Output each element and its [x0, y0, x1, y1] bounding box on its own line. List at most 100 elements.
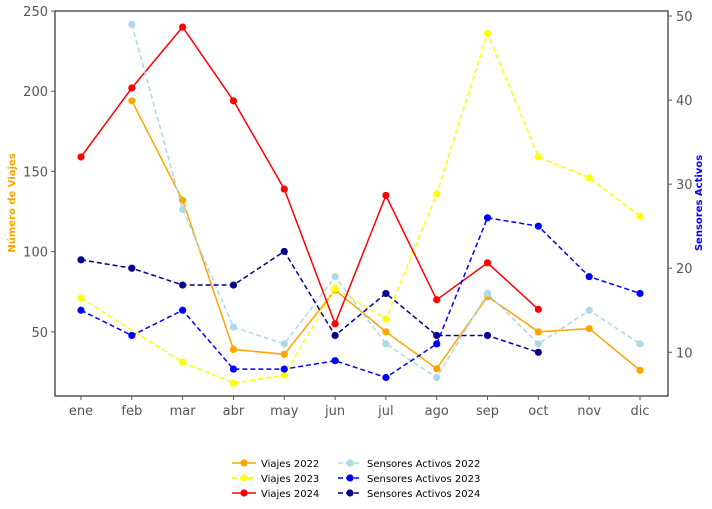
- data-point: [382, 315, 390, 323]
- data-point: [585, 174, 593, 182]
- data-point: [585, 306, 593, 314]
- data-point: [483, 29, 492, 38]
- data-point: [280, 365, 288, 373]
- data-point: [229, 345, 238, 354]
- data-point: [179, 281, 187, 289]
- x-tick-label: may: [270, 404, 299, 419]
- x-tick-label: oct: [528, 404, 548, 419]
- data-point: [331, 331, 339, 340]
- series-viajes-2022: [128, 97, 644, 374]
- data-point: [128, 264, 136, 272]
- data-point: [585, 273, 593, 281]
- series-line: [131, 24, 641, 379]
- data-point: [534, 153, 542, 161]
- legend: Viajes 2022 Viajes 2023 Viajes 2024 Sensore…: [232, 459, 480, 500]
- data-point: [331, 357, 339, 365]
- legend-label: Sensores Activos 2022: [367, 459, 480, 470]
- series-line: [80, 250, 539, 354]
- x-tick-label: ene: [69, 404, 93, 419]
- data-point: [534, 305, 542, 313]
- data-point: [585, 325, 593, 333]
- data-point: [229, 379, 238, 387]
- data-point: [77, 294, 85, 302]
- right-tick-label: 10: [676, 346, 693, 361]
- data-point: [331, 284, 339, 293]
- data-point: [636, 366, 644, 374]
- legend-label: Viajes 2023: [261, 474, 319, 485]
- data-point: [280, 350, 288, 358]
- left-tick-label: 150: [23, 165, 48, 180]
- data-point: [77, 306, 85, 314]
- x-tick-label: mar: [170, 404, 197, 419]
- series-viajes-2024: [77, 23, 542, 328]
- x-tick-label: jun: [324, 404, 345, 419]
- series-sensores-activos-2022: [128, 20, 644, 382]
- data-point: [636, 212, 644, 220]
- left-tick-label: 250: [23, 5, 48, 20]
- data-point: [433, 340, 441, 348]
- data-point: [128, 97, 136, 105]
- legend-swatch-marker: [240, 474, 248, 482]
- x-axis: ene feb mar abr may jun jul ago sep oct nov dic: [69, 396, 650, 419]
- x-tick-label: ago: [425, 404, 449, 419]
- x-tick-label: jul: [377, 404, 393, 419]
- data-point: [179, 358, 187, 366]
- data-point: [483, 259, 492, 267]
- data-point: [128, 331, 136, 340]
- data-point: [483, 289, 492, 298]
- left-axis: 50 100 150 200 250: [23, 5, 55, 341]
- legend-label: Viajes 2022: [261, 459, 319, 470]
- right-axis-label: Sensores Activos: [694, 155, 705, 251]
- data-point: [280, 340, 288, 348]
- data-point: [280, 185, 288, 193]
- data-point: [382, 191, 390, 200]
- data-point: [433, 373, 441, 382]
- left-tick-label: 200: [23, 85, 48, 100]
- series-sensores-activos-2023: [77, 214, 644, 382]
- legend-item: Viajes 2022: [232, 459, 319, 470]
- series-sensores-activos-2024: [77, 247, 542, 356]
- data-point: [179, 205, 187, 213]
- data-point: [636, 289, 644, 298]
- legend-swatch-marker: [240, 459, 248, 467]
- data-point: [636, 340, 644, 348]
- legend-swatch-marker: [346, 489, 354, 497]
- data-point: [229, 97, 238, 105]
- right-tick-label: 30: [676, 178, 693, 193]
- series-viajes-2023: [77, 29, 644, 387]
- legend-swatch-marker: [346, 459, 354, 467]
- right-axis: 10 20 30 40 50: [668, 10, 693, 361]
- data-point: [534, 222, 542, 230]
- data-point: [534, 328, 542, 336]
- data-point: [280, 247, 288, 256]
- x-tick-label: nov: [577, 404, 601, 419]
- data-point: [433, 190, 441, 198]
- data-point: [229, 323, 238, 331]
- plot-frame: [54, 10, 669, 397]
- data-point: [483, 331, 492, 340]
- legend-swatch-marker: [346, 474, 354, 482]
- x-tick-label: abr: [223, 404, 245, 419]
- right-tick-label: 20: [676, 262, 693, 277]
- right-tick-label: 50: [676, 10, 693, 25]
- x-tick-label: feb: [121, 404, 142, 419]
- data-point: [77, 256, 85, 264]
- series-line: [80, 25, 539, 326]
- data-point: [534, 340, 542, 348]
- series-line: [80, 216, 641, 379]
- data-point: [382, 328, 390, 336]
- data-point: [331, 273, 339, 281]
- data-point: [534, 348, 542, 356]
- data-point: [280, 371, 288, 379]
- data-point: [433, 365, 441, 373]
- data-point: [382, 373, 390, 382]
- data-point: [179, 23, 187, 31]
- x-tick-label: sep: [476, 404, 499, 419]
- right-tick-label: 40: [676, 94, 693, 109]
- data-point: [229, 281, 238, 289]
- data-point: [179, 306, 187, 314]
- legend-item: Sensores Activos 2022: [338, 459, 480, 470]
- data-point: [483, 214, 492, 222]
- data-point: [128, 20, 136, 29]
